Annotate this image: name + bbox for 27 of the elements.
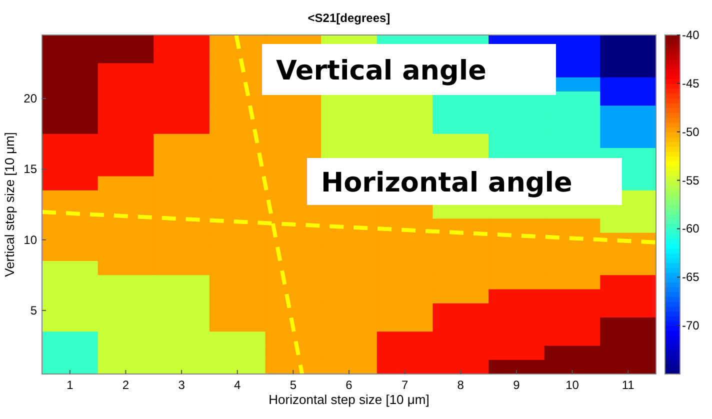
annotation: Vertical angle xyxy=(276,56,486,86)
x-tick-label: 8 xyxy=(457,378,464,392)
color-bar-label: -65 xyxy=(682,270,700,284)
y-tick-label: 15 xyxy=(24,162,38,176)
color-bar-label: -40 xyxy=(682,28,700,42)
x-tick-label: 2 xyxy=(122,378,130,392)
x-tick-label: 9 xyxy=(513,378,520,392)
x-tick-label: 4 xyxy=(234,378,242,392)
x-tick-label: 3 xyxy=(178,378,186,392)
x-tick-label: 6 xyxy=(346,378,353,392)
x-tick-label: 10 xyxy=(566,378,580,392)
y-tick-label: 10 xyxy=(24,232,38,247)
x-tick-label: 5 xyxy=(290,378,297,392)
chart-title: <S21[degrees] xyxy=(308,11,390,25)
color-bar-label: -70 xyxy=(682,318,700,333)
x-tick-label: 11 xyxy=(622,378,635,392)
color-bar-label: -45 xyxy=(682,76,700,90)
x-tick-label: 7 xyxy=(401,378,408,392)
y-axis-title: Vertical step size [10 μm] xyxy=(2,132,17,277)
color-bar-label: -55 xyxy=(682,173,700,188)
y-tick-label: 5 xyxy=(30,303,38,318)
x-tick-label: 1 xyxy=(66,378,74,392)
annotation: Horizontal angle xyxy=(321,168,572,198)
color-bar-label: -50 xyxy=(682,124,700,139)
y-tick-label: 20 xyxy=(24,92,38,106)
x-axis-title: Horizontal step size [10 μm] xyxy=(268,392,430,407)
color-bar-label: -60 xyxy=(682,222,700,236)
